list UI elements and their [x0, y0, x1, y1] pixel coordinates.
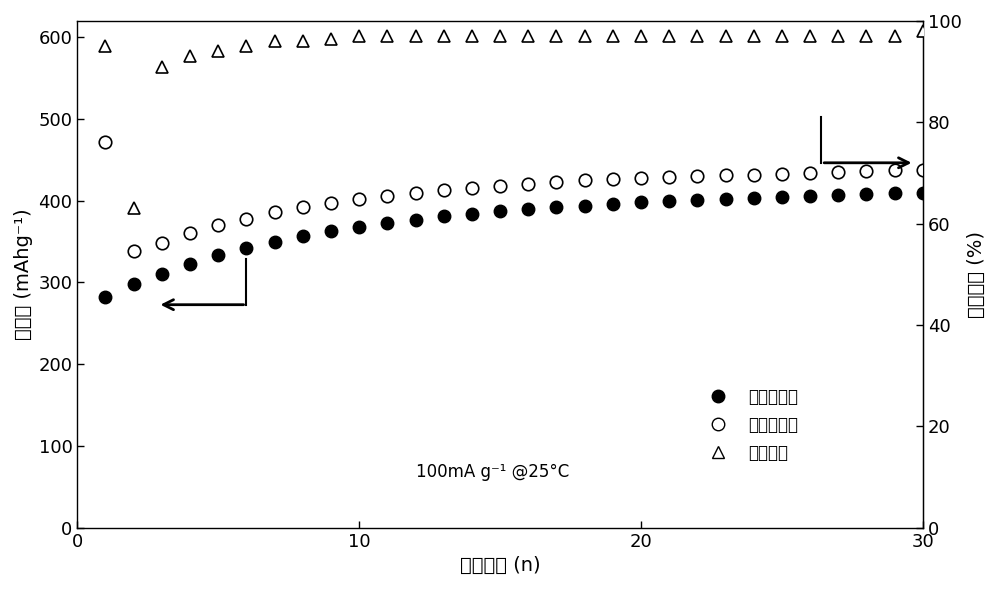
- Y-axis label: 比容量 (mAhg⁻¹): 比容量 (mAhg⁻¹): [14, 209, 33, 340]
- Text: 100mA g⁻¹ @25°C: 100mA g⁻¹ @25°C: [416, 463, 569, 481]
- Y-axis label: 库伦效率 (%): 库伦效率 (%): [967, 231, 986, 318]
- X-axis label: 循环次数 (n): 循环次数 (n): [460, 556, 540, 575]
- Legend: 充电比容量, 放电比容量, 库伦效率: 充电比容量, 放电比容量, 库伦效率: [695, 381, 805, 469]
